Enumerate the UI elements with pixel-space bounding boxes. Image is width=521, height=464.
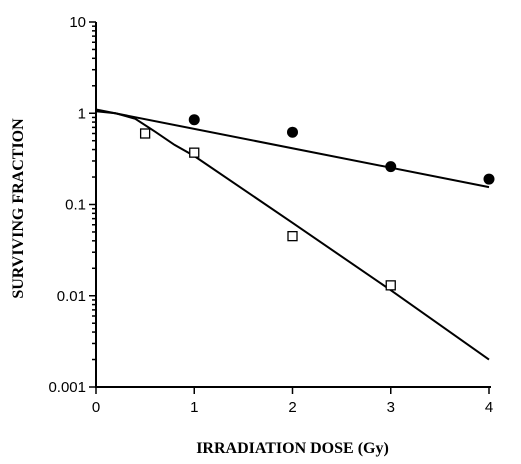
- data-point-square: [189, 147, 200, 158]
- y-tick-label: 0.001: [48, 379, 86, 396]
- x-tick-label: 1: [190, 399, 198, 416]
- x-tick-label: 2: [288, 399, 296, 416]
- x-tick-label: 3: [387, 399, 395, 416]
- data-point-circle: [385, 161, 397, 173]
- axes: [95, 22, 491, 388]
- data-points: [139, 114, 495, 291]
- x-axis-title: IRRADIATION DOSE (Gy): [196, 440, 389, 457]
- data-point-square: [385, 280, 396, 291]
- data-point-circle: [483, 173, 495, 185]
- data-point-circle: [287, 126, 298, 138]
- fit-line-series-1: [95, 108, 490, 189]
- y-tick-label: 0.01: [57, 288, 86, 305]
- x-tick-label: 4: [485, 399, 493, 416]
- fit-lines: [95, 108, 490, 361]
- data-point-square: [287, 230, 298, 242]
- y-tick-label: 0.1: [65, 197, 86, 214]
- data-point-square: [139, 128, 151, 139]
- data-point-circle: [188, 114, 200, 126]
- fit-line-series-2: [95, 110, 490, 361]
- y-tick-label: 10: [69, 14, 86, 31]
- y-axis-title: SURVIVING FRACTION: [10, 118, 27, 299]
- ticks: 0 1 2 3 4 0.001 0.01 0.1 1 10: [48, 14, 493, 416]
- y-tick-label: 1: [78, 105, 86, 122]
- x-tick-label: 0: [92, 399, 100, 416]
